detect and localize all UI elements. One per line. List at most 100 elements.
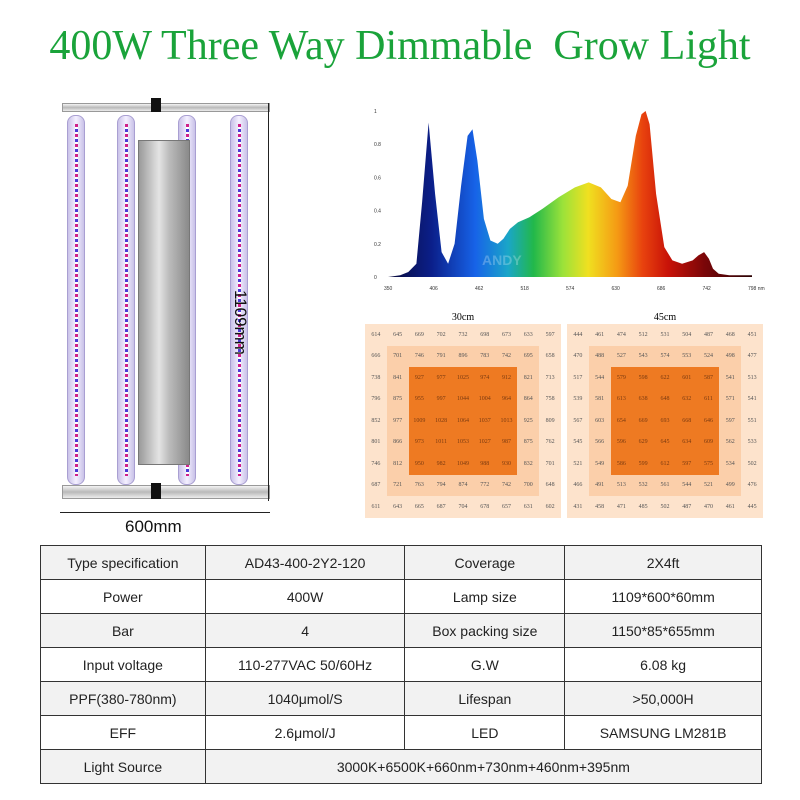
ppfd-cell: 742	[495, 345, 518, 367]
grid-title: 30cm	[451, 312, 475, 323]
ppfd-cell: 702	[430, 324, 453, 346]
ppfd-cell: 562	[719, 431, 742, 453]
ppfd-cell: 599	[632, 453, 655, 475]
ppfd-cell: 603	[588, 410, 611, 432]
spec-label: LED	[404, 715, 566, 750]
ppfd-cell: 629	[632, 431, 655, 453]
ppfd-cell: 982	[430, 453, 453, 475]
spec-table: Type specification AD43-400-2Y2-120 Covera…	[40, 545, 763, 784]
x-tick-label: 518	[521, 286, 530, 292]
ppfd-cell: 964	[495, 388, 518, 410]
y-tick-label: 1	[374, 109, 377, 115]
ppfd-cell: 763	[408, 474, 431, 496]
ppfd-cell: 502	[654, 496, 676, 518]
spec-value: 2.6μmol/J	[204, 715, 406, 750]
ppfd-cell: 611	[365, 496, 387, 518]
ppfd-cell: 524	[697, 345, 720, 367]
ppfd-cell: 762	[539, 431, 561, 453]
spec-label: Type specification	[40, 545, 206, 580]
ppfd-cell: 541	[719, 367, 742, 389]
ppfd-cell: 502	[741, 453, 763, 475]
ppfd-cell: 645	[654, 431, 676, 453]
ppfd-cell: 476	[741, 474, 763, 496]
ppfd-cell: 746	[365, 453, 387, 475]
ppfd-cell: 1064	[452, 410, 474, 432]
ppfd-cell: 521	[567, 453, 589, 475]
spec-row: Light Source 3000K+6500K+660nm+730nm+460n…	[40, 749, 763, 784]
ppfd-cell: 772	[473, 474, 496, 496]
ppfd-cell: 1027	[473, 431, 496, 453]
ppfd-cell: 1028	[430, 410, 453, 432]
spec-label: Light Source	[40, 749, 206, 784]
ppfd-cell: 551	[741, 410, 763, 432]
ppfd-cell: 587	[697, 367, 720, 389]
spec-row: EFF 2.6μmol/J LED SAMSUNG LM281B	[40, 715, 762, 750]
spec-label: Bar	[40, 613, 206, 648]
ppfd-cell: 809	[539, 410, 561, 432]
x-tick-label: 406	[430, 286, 439, 292]
ppfd-cell: 461	[588, 324, 611, 346]
ppfd-cell: 704	[452, 496, 474, 518]
ppfd-cell: 512	[632, 324, 655, 346]
x-tick-label: 350	[384, 286, 393, 292]
ppfd-cell: 527	[610, 345, 633, 367]
ppfd-cell: 997	[430, 388, 453, 410]
ppfd-cell: 673	[495, 324, 518, 346]
ppfd-cell: 701	[539, 453, 561, 475]
ppfd-cell: 738	[365, 367, 387, 389]
ppfd-cell: 1013	[495, 410, 518, 432]
x-tick-label: 798 nm	[748, 286, 765, 292]
ppfd-cell: 487	[697, 324, 720, 346]
ppfd-cell: 597	[675, 453, 698, 475]
ppfd-cell: 713	[539, 367, 561, 389]
ppfd-cell: 485	[632, 496, 655, 518]
ppfd-cell: 648	[539, 474, 561, 496]
ppfd-cell: 622	[654, 367, 676, 389]
ppfd-cell: 596	[610, 431, 633, 453]
ppfd-cell: 504	[675, 324, 698, 346]
spec-value: 110-277VAC 50/60Hz	[204, 647, 406, 682]
ppfd-cell: 875	[386, 388, 409, 410]
ppfd-cell: 977	[386, 410, 409, 432]
ppfd-cell: 561	[654, 474, 676, 496]
spec-value: 3000K+6500K+660nm+730nm+460nm+395nm	[204, 749, 763, 784]
ppfd-cell: 521	[697, 474, 720, 496]
ppfd-cell: 665	[408, 496, 431, 518]
spec-label: Lamp size	[404, 579, 566, 614]
ppfd-cell: 631	[517, 496, 540, 518]
ppfd-cell: 601	[675, 367, 698, 389]
width-dimension-line	[60, 512, 270, 513]
spectrum-chart: 0 0.2 0.4 0.6 0.8 1 350 406 462 518 574 630 686 742 79…	[374, 109, 765, 292]
ppfd-cell: 977	[430, 367, 453, 389]
ppfd-cell: 794	[430, 474, 453, 496]
ppfd-cell: 812	[386, 453, 409, 475]
ppfd-cell: 553	[675, 345, 698, 367]
x-tick-label: 574	[566, 286, 575, 292]
ppfd-cell: 832	[517, 453, 540, 475]
ppfd-cell: 758	[539, 388, 561, 410]
ppfd-cell: 491	[588, 474, 611, 496]
ppfd-cell: 598	[632, 367, 655, 389]
ppfd-cell: 575	[697, 453, 720, 475]
ppfd-cell: 896	[452, 345, 474, 367]
spec-row: Type specification AD43-400-2Y2-120 Covera…	[40, 545, 762, 580]
ppfd-cell: 1053	[452, 431, 474, 453]
ppfd-cell: 643	[386, 496, 409, 518]
y-tick-label: 0.8	[374, 142, 381, 148]
ppfd-cell: 698	[473, 324, 496, 346]
spec-row: Input voltage 110-277VAC 50/60Hz G.W 6.08 k…	[40, 647, 762, 682]
ppfd-cell: 451	[741, 324, 763, 346]
ppfd-cell: 801	[365, 431, 387, 453]
ppfd-cell: 513	[610, 474, 633, 496]
spec-row: Power 400W Lamp size 1109*600*60mm	[40, 579, 762, 614]
ppfd-cell: 477	[741, 345, 763, 367]
ppfd-cell: 579	[610, 367, 633, 389]
ppfd-cell: 988	[473, 453, 496, 475]
ppfd-cell: 950	[408, 453, 431, 475]
height-dimension-line	[268, 103, 269, 501]
ppfd-cell: 1049	[452, 453, 474, 475]
ppfd-cell: 930	[495, 453, 518, 475]
spec-label: Box packing size	[404, 613, 566, 648]
ppfd-cell: 783	[473, 345, 496, 367]
ppfd-cell: 471	[610, 496, 633, 518]
